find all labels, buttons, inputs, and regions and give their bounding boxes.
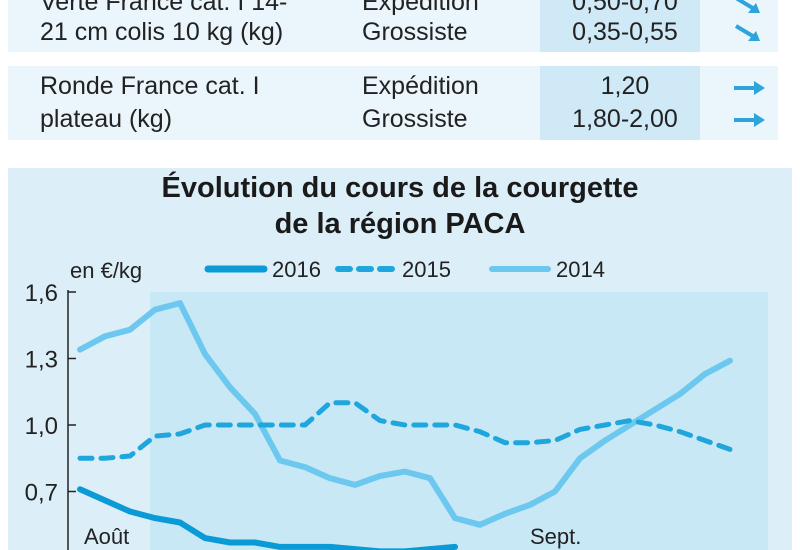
series-line-2016: [77, 486, 458, 550]
y-tick-label: 1,6: [25, 280, 58, 307]
product-name-line2: plateau (kg): [40, 105, 173, 133]
y-tick-label: 1,3: [25, 347, 58, 374]
market-label: Grossiste: [362, 18, 468, 46]
right-arrow-icon: [732, 110, 768, 130]
market-label: Grossiste: [362, 105, 468, 133]
series-line-2015: [77, 400, 733, 461]
chart-plot: 1,6 1,3 1,0 0,7 0,4 en €/kg Août Sept. 2016 2015 2…: [25, 257, 768, 550]
price-value: 1,80-2,00: [572, 105, 678, 133]
y-tick-label: 1,0: [25, 413, 58, 440]
market-label: Expédition: [362, 72, 479, 100]
price-value: 1,20: [600, 72, 650, 100]
chart-title-line1: Évolution du cours de la courgette: [161, 172, 639, 204]
price-value: 0,50-0,70: [572, 0, 678, 16]
y-tick-label: 0,7: [25, 480, 58, 507]
price-value: 0,35-0,55: [572, 18, 678, 46]
month-label-sept: Sept.: [530, 524, 581, 549]
y-tick-label: 0,4: [25, 546, 58, 550]
legend-label: 2014: [556, 257, 605, 282]
product-name-line1: Ronde France cat. I: [40, 72, 260, 100]
plot-area-band: [150, 292, 768, 550]
market-label: Expédition: [362, 0, 479, 16]
chart-title-line2: de la région PACA: [274, 208, 526, 240]
table-row-separator: [8, 52, 778, 66]
product-name-line1: Verte France cat. I 14-: [40, 0, 288, 16]
down-arrow-icon: [732, 22, 766, 46]
price-table: Verte France cat. I 14- 21 cm colis 10 k…: [0, 0, 800, 140]
y-axis-label: en €/kg: [70, 258, 142, 283]
product-name-line2: 21 cm colis 10 kg (kg): [40, 18, 284, 46]
legend-label: 2016: [272, 257, 321, 282]
month-label-aout: Août: [84, 524, 129, 549]
price-chart: Évolution du cours de la courgette de la…: [0, 160, 800, 550]
down-arrow-icon: [732, 0, 766, 18]
legend-label: 2015: [402, 257, 451, 282]
series-line-2014: [77, 300, 733, 528]
right-arrow-icon: [732, 78, 768, 98]
table-column-divider: [778, 0, 792, 140]
price-column-highlight: [540, 0, 700, 140]
